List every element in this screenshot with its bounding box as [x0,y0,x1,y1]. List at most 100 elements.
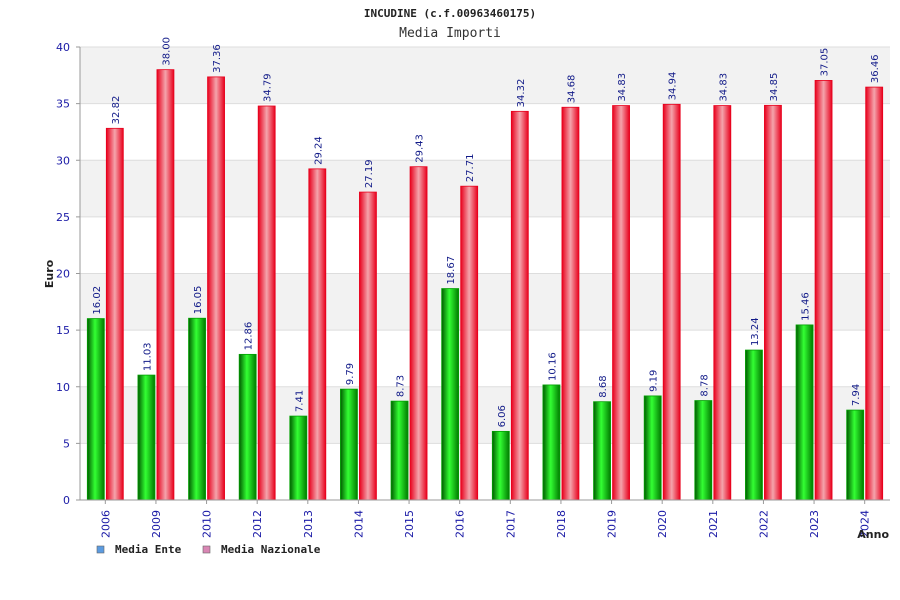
bar-media-nazionale [409,166,428,501]
bar-media-ente [643,395,662,501]
x-axis-ticks: 2006 2009 2010 2012 2013 2014 2015 2016 2017 2018… [99,500,872,538]
y-tick-label: 40 [56,41,70,54]
x-tick-label: 2009 [150,510,163,538]
data-label-ente: 9.19 [649,370,660,392]
legend-label-nazionale: Media Nazionale [221,543,321,556]
bar-media-ente [846,409,865,501]
y-tick-label: 35 [56,98,70,111]
bar-media-ente [289,415,308,501]
data-label-ente: 7.94 [851,384,862,406]
data-label-ente: 16.02 [92,286,103,315]
bar-media-ente [694,400,713,501]
data-label-nazionale: 34.32 [516,79,527,108]
y-tick-label: 15 [56,324,70,337]
data-label-ente: 15.46 [801,292,812,321]
bar-media-nazionale [257,105,276,501]
data-label-nazionale: 34.94 [668,72,679,101]
data-label-nazionale: 37.36 [212,44,223,73]
data-label-ente: 12.86 [244,322,255,351]
data-label-nazionale: 27.71 [465,154,476,183]
bar-media-nazionale [308,168,327,501]
bar-media-nazionale [662,103,681,501]
y-tick-label: 25 [56,211,70,224]
bar-media-nazionale [561,106,580,501]
x-tick-label: 2006 [99,510,112,538]
bar-media-nazionale [156,69,175,501]
data-label-ente: 6.06 [497,405,508,427]
x-tick-label: 2018 [555,510,568,538]
y-axis-label: Euro [43,259,56,288]
y-tick-label: 20 [56,268,70,281]
x-tick-label: 2014 [352,510,365,538]
legend-swatch-nazionale [202,545,211,554]
bar-media-ente [795,324,814,501]
bar-media-nazionale [865,86,884,501]
bar-media-ente [542,384,561,501]
bar-media-nazionale [359,191,377,501]
data-label-nazionale: 34.83 [718,73,729,102]
x-tick-label: 2020 [656,510,669,538]
bar-media-ente [340,388,358,501]
y-tick-label: 10 [56,381,70,394]
data-label-ente: 13.24 [750,317,761,346]
data-label-ente: 9.79 [345,363,356,385]
bar-media-nazionale [510,110,529,501]
x-tick-label: 2013 [302,510,315,538]
x-tick-label: 2012 [251,510,264,538]
data-label-ente: 8.68 [598,375,609,397]
bar-media-nazionale [105,127,124,501]
bar-media-nazionale [814,80,833,501]
y-axis-ticks: 0 5 10 15 20 25 30 35 40 [56,41,80,507]
data-label-ente: 10.16 [547,352,558,381]
data-label-ente: 11.03 [142,342,153,371]
y-tick-label: 30 [56,154,70,167]
bar-media-ente [390,400,409,501]
chart-subtitle: Media Importi [399,26,501,41]
y-tick-label: 0 [63,494,70,507]
data-label-ente: 8.73 [396,375,407,397]
data-label-nazionale: 27.19 [364,159,375,188]
bar-media-ente [137,374,156,501]
x-tick-label: 2016 [454,510,467,538]
data-label-nazionale: 34.85 [769,73,780,102]
data-label-nazionale: 36.46 [870,54,881,83]
bar-media-ente [593,401,611,501]
bar-media-ente [188,317,206,501]
x-tick-label: 2010 [201,510,214,538]
data-label-ente: 18.67 [446,256,457,285]
legend-label-ente: Media Ente [115,543,182,556]
data-label-nazionale: 38.00 [161,37,172,66]
data-label-ente: 7.41 [294,390,305,412]
data-label-nazionale: 34.68 [566,75,577,104]
bar-media-nazionale [460,185,479,501]
data-label-nazionale: 29.24 [313,136,324,165]
legend: Media Ente Media Nazionale [96,543,321,556]
bar-media-ente [86,318,105,501]
y-tick-label: 5 [63,437,70,450]
bar-media-nazionale [713,105,732,501]
x-axis-label: Anno [857,528,889,541]
data-label-nazionale: 32.82 [111,96,122,125]
x-tick-label: 2021 [707,510,720,538]
bar-media-ente [238,353,257,501]
bars: 16.02 32.82 11.03 38.00 16.05 37.36 12.86 34.79… [86,37,884,501]
bar-media-ente [441,288,460,501]
data-label-nazionale: 29.43 [415,134,426,163]
bar-media-ente [745,349,763,501]
bar-media-ente [491,430,510,501]
x-tick-label: 2023 [808,510,821,538]
bar-media-nazionale [612,105,630,501]
data-label-ente: 8.78 [699,374,710,396]
x-tick-label: 2015 [403,510,416,538]
bar-media-nazionale [764,104,782,501]
x-tick-label: 2024 [859,510,872,538]
bar-media-nazionale [207,76,225,501]
data-label-ente: 16.05 [193,286,204,315]
legend-swatch-ente [96,545,105,554]
data-label-nazionale: 34.79 [263,73,274,102]
x-tick-label: 2017 [504,510,517,538]
x-tick-label: 2022 [757,510,770,538]
data-label-nazionale: 34.83 [617,73,628,102]
